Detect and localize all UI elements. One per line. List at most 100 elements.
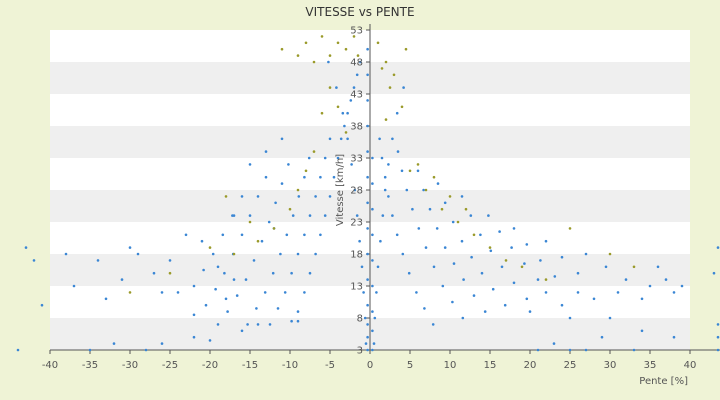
data-point [372, 342, 376, 345]
data-point [604, 265, 608, 269]
data-point [536, 348, 540, 352]
data-point-secondary [336, 41, 340, 45]
data-point [428, 207, 432, 211]
data-point [584, 252, 588, 256]
data-point [407, 271, 411, 275]
data-point [375, 291, 378, 294]
data-point-secondary [384, 60, 388, 64]
data-point [341, 111, 345, 115]
data-point [451, 300, 454, 304]
data-point [323, 156, 327, 160]
data-point [285, 233, 289, 237]
data-point [216, 265, 220, 269]
data-point [632, 348, 636, 352]
data-point [391, 137, 394, 141]
data-point [332, 175, 336, 179]
x-tick-label: -15 [242, 360, 258, 371]
data-point [592, 297, 596, 301]
data-point [395, 233, 399, 237]
data-point [319, 233, 322, 237]
data-point [416, 169, 420, 173]
data-point [401, 252, 405, 256]
data-point [346, 111, 349, 115]
data-point [214, 287, 217, 291]
data-point [544, 239, 548, 243]
data-point [672, 335, 676, 339]
data-point [544, 291, 548, 294]
data-point [366, 73, 369, 77]
data-point-secondary [520, 265, 524, 269]
data-point [616, 291, 620, 294]
data-point-secondary [380, 67, 384, 70]
data-point [539, 259, 542, 262]
data-point [451, 220, 455, 224]
data-point-secondary [544, 278, 548, 281]
data-point [350, 163, 353, 166]
data-point [323, 214, 327, 217]
y-tick-label: 28 [350, 186, 363, 197]
data-point [568, 348, 572, 352]
data-point [443, 201, 447, 205]
data-point [303, 233, 306, 237]
data-point [363, 316, 367, 320]
data-point [358, 239, 361, 243]
x-tick-label: -5 [325, 360, 335, 371]
data-point [202, 268, 205, 272]
data-point [328, 195, 332, 198]
data-point-secondary [376, 41, 380, 45]
data-point-secondary [400, 105, 404, 109]
data-point [308, 214, 312, 217]
y-tick-label: 33 [350, 154, 363, 165]
data-point [256, 195, 260, 198]
data-point [264, 150, 268, 153]
data-point [371, 233, 374, 237]
data-point-secondary [304, 41, 308, 45]
x-tick-label: -20 [202, 360, 218, 371]
data-point [224, 297, 228, 301]
x-tick-label: -25 [162, 360, 178, 371]
data-point [307, 156, 311, 160]
data-point-secondary [608, 252, 612, 256]
data-point-secondary [504, 259, 508, 262]
data-point [355, 73, 359, 77]
data-point-secondary [408, 169, 412, 173]
y-tick-label: 43 [350, 90, 363, 101]
data-point [553, 275, 557, 278]
data-point [216, 323, 220, 326]
data-point [373, 316, 377, 320]
data-point [235, 294, 239, 297]
data-point-secondary [320, 35, 324, 38]
data-point [470, 255, 473, 259]
axes [49, 24, 720, 354]
data-point [366, 323, 369, 326]
data-point [252, 259, 256, 262]
data-point [716, 323, 720, 326]
data-point-secondary [344, 131, 348, 134]
data-point [366, 227, 369, 230]
data-point [640, 329, 644, 333]
data-point [303, 291, 306, 294]
x-tick-label: -40 [42, 360, 58, 371]
data-point [271, 271, 275, 275]
data-point [648, 284, 652, 288]
data-point [500, 265, 504, 269]
data-point [32, 259, 36, 262]
data-point-secondary [256, 239, 260, 243]
data-point [152, 271, 156, 275]
data-point-secondary [208, 246, 212, 249]
data-point [221, 233, 225, 237]
data-point-secondary [320, 111, 324, 115]
x-tick-label: 10 [444, 360, 457, 371]
data-point [287, 163, 290, 166]
data-point-secondary [168, 271, 172, 275]
data-point [510, 246, 513, 249]
data-point [24, 246, 28, 249]
data-point-secondary [632, 265, 636, 269]
data-point [560, 303, 564, 307]
data-point [297, 195, 301, 198]
data-point [290, 271, 293, 275]
data-point [303, 175, 306, 179]
data-point [379, 239, 382, 243]
y-tick-label: 23 [350, 218, 363, 229]
data-point [283, 291, 287, 294]
